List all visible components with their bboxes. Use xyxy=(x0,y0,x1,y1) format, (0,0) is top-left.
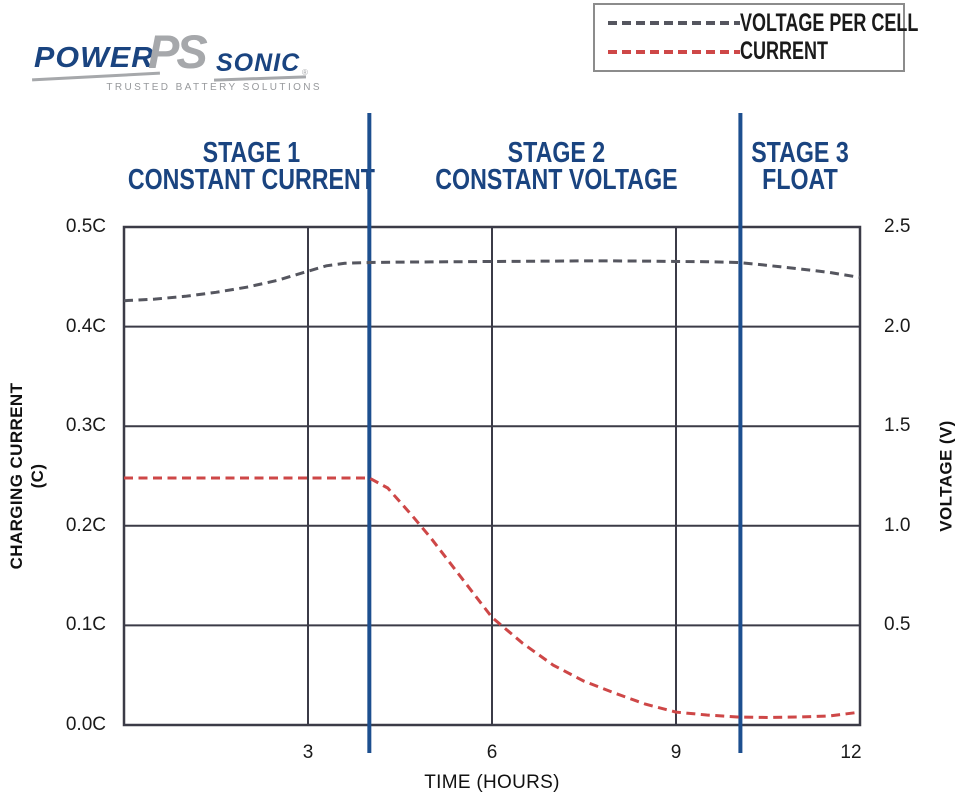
y-right-tick-label: 2.0 xyxy=(884,315,911,337)
logo-word-power: POWER xyxy=(34,42,155,74)
x-axis-title: TIME (HOURS) xyxy=(424,772,560,793)
y-left-tick-label: 0.1C xyxy=(65,614,106,636)
stage-1-subtitle: CONSTANT CURRENT xyxy=(127,164,375,196)
y-left-tick-label: 0.0C xyxy=(65,714,106,735)
x-tick-label: 9 xyxy=(670,742,682,763)
legend-label-voltage: VOLTAGE PER CELL xyxy=(740,8,919,37)
legend-item-voltage: VOLTAGE PER CELL xyxy=(608,9,918,37)
stage-1-header: STAGE 1 CONSTANT CURRENT xyxy=(97,137,397,196)
legend-item-current: CURRENT xyxy=(608,37,897,66)
chart-legend: VOLTAGE PER CELL CURRENT xyxy=(593,3,918,72)
y-left-tick-label: 0.5C xyxy=(65,216,106,237)
voltage-dashed-line-swatch xyxy=(608,21,740,26)
x-tick-label: 12 xyxy=(840,742,862,763)
y-right-tick-label: 0.5 xyxy=(884,614,911,636)
power-sonic-logo: POWER PS SONIC ® TRUSTED BATTERY SOLUTIO… xyxy=(30,20,330,98)
logo-ps-monogram: PS xyxy=(148,25,208,78)
stage-2-subtitle: CONSTANT VOLTAGE xyxy=(435,164,678,196)
y-left-tick-label: 0.3C xyxy=(65,415,106,437)
y-right-tick-label: 1.5 xyxy=(884,415,911,437)
y-left-tick-label: 0.2C xyxy=(65,514,106,536)
registered-trademark-symbol: ® xyxy=(302,68,308,77)
y-right-tick-label: 1.0 xyxy=(884,514,911,536)
voltage-curve xyxy=(123,259,861,303)
y-right-tick-label: 2.5 xyxy=(884,216,911,237)
current-curve xyxy=(124,476,861,720)
legend-label-current: CURRENT xyxy=(740,37,828,66)
x-tick-label: 6 xyxy=(486,742,498,763)
y-left-tick-label: 0.4C xyxy=(65,315,106,337)
stage-1-title: STAGE 1 xyxy=(202,137,301,169)
x-tick-label: 3 xyxy=(302,742,314,763)
plot-border xyxy=(122,225,862,727)
stage-2-header: STAGE 2 CONSTANT VOLTAGE xyxy=(405,137,705,196)
logo-tagline: TRUSTED BATTERY SOLUTIONS xyxy=(106,82,322,93)
right-axis-title: VOLTAGE (V) xyxy=(936,420,956,532)
stage-3-subtitle: FLOAT xyxy=(762,164,838,196)
stage-3-header: STAGE 3 FLOAT xyxy=(650,137,950,196)
logo-word-sonic: SONIC xyxy=(216,49,301,77)
stage-3-title: STAGE 3 xyxy=(751,137,849,169)
left-axis-title: CHARGING CURRENT (C) xyxy=(7,382,47,570)
stage-2-title: STAGE 2 xyxy=(507,137,606,169)
current-dashed-line-swatch xyxy=(608,49,740,54)
